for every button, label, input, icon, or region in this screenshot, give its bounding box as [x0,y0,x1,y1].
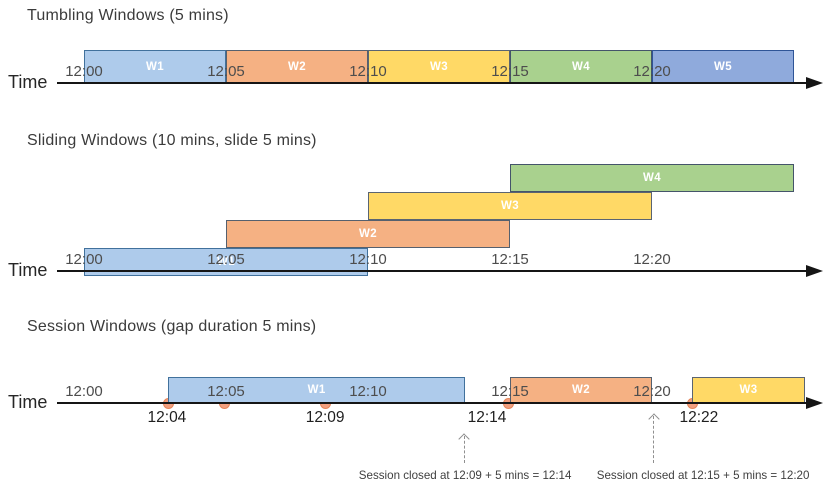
tick-label: 12:00 [65,251,103,268]
window-box-w5: W5 [652,50,794,83]
timeline-arrow-icon [806,265,823,277]
window-label: W3 [500,200,520,212]
timeline-arrow-icon [806,397,823,409]
event-time-label: 12:04 [147,409,187,426]
timeline-session [57,402,808,405]
window-label: W3 [739,384,758,396]
tick-label: 12:00 [65,383,103,400]
window-label: W1 [216,256,236,268]
window-box-w4: W4 [510,164,794,192]
tick-label: 12:00 [65,63,103,80]
window-box-w3: W3 [368,50,510,83]
tick-label: 12:05 [207,251,245,268]
section-title-tumbling: Tumbling Windows (5 mins) [27,7,229,24]
timeline-arrow-icon [806,77,823,89]
tick-label: 12:05 [207,63,245,80]
window-label: W5 [713,60,733,73]
tick-label: 12:10 [349,63,387,80]
event-time-label: 12:14 [467,409,507,426]
window-box-w1: W1 [84,50,226,83]
tick-label: 12:15 [491,63,529,80]
window-label: W2 [287,60,307,73]
section-title-sliding: Sliding Windows (10 mins, slide 5 mins) [27,132,317,149]
window-label: W4 [571,60,591,73]
event-time-label: 12:22 [679,409,719,426]
tick-label: 12:20 [633,251,671,268]
tick-label: 12:15 [491,383,529,400]
window-label: W2 [571,384,591,396]
tick-label: 12:10 [349,383,387,400]
event-time-label: 12:09 [305,409,345,426]
tick-label: 12:10 [349,251,387,268]
section-title-session: Session Windows (gap duration 5 mins) [27,318,317,335]
window-label: W2 [358,228,378,240]
window-box-w3: W3 [692,377,806,403]
time-axis-label-sliding: Time [8,260,48,280]
window-box-w1: W1 [168,377,466,403]
window-label: W3 [429,60,449,73]
annotation-arrow-icon [647,413,660,463]
timeline-tumbling [57,82,808,85]
window-label: W1 [145,60,165,73]
window-box-w3: W3 [368,192,652,220]
window-label: W4 [642,172,662,184]
arrow-head-icon [647,413,660,425]
annotation-text: Session closed at 12:15 + 5 mins = 12:20 [596,469,810,482]
window-label: W1 [307,384,326,396]
window-box-w2: W2 [226,220,510,248]
tick-label: 12:20 [633,383,671,400]
tick-label: 12:05 [207,383,245,400]
tick-label: 12:20 [633,63,671,80]
tick-label: 12:15 [491,251,529,268]
annotation-arrow-icon [458,433,471,463]
time-axis-label-tumbling: Time [8,72,48,92]
timeline-sliding [57,270,808,273]
annotation-text: Session closed at 12:09 + 5 mins = 12:14 [358,469,572,482]
time-axis-label-session: Time [8,392,48,412]
arrow-head-icon [458,433,471,445]
